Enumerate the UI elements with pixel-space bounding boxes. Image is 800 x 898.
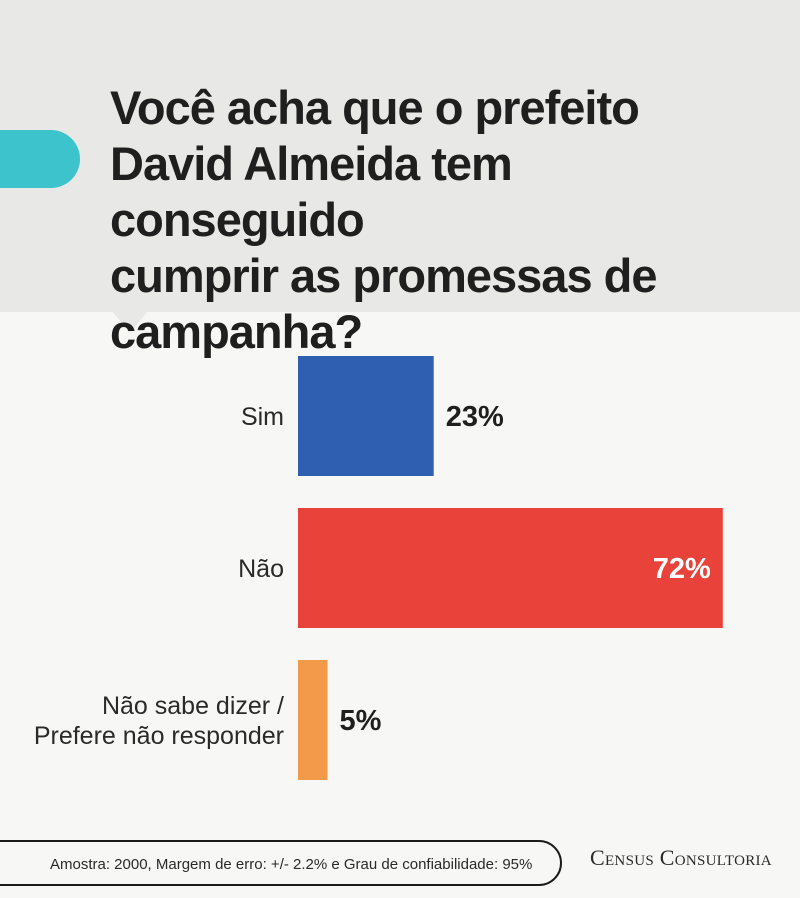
accent-tab — [0, 130, 80, 188]
bar-2 — [298, 660, 328, 780]
category-label: Sim — [241, 403, 284, 431]
category-label: Não sabe dizer / Prefere não responder — [34, 692, 284, 750]
bar-chart-svg: Sim 23% Não 72% Não sabe dizer / Prefere não … — [34, 356, 723, 780]
header-pointer — [112, 311, 148, 333]
question-header — [0, 0, 800, 312]
title-line: David Almeida tem conseguido — [110, 137, 513, 246]
bar-0 — [298, 356, 434, 476]
footer-pill — [0, 840, 562, 886]
brand-logo: Census Consultoria — [590, 845, 772, 870]
title-line: cumprir as promessas de — [110, 249, 657, 302]
bar-1 — [298, 508, 723, 628]
title-line: campanha? — [110, 305, 363, 358]
value-label: 23% — [446, 401, 504, 433]
category-label: Não — [238, 555, 284, 583]
value-label: 5% — [340, 705, 382, 737]
title-line: Você acha que o prefeito — [110, 81, 640, 134]
bar-chart: Sim 23% Não 72% Não sabe dizer / Prefere não … — [0, 340, 800, 810]
chart-title: Você acha que o prefeito David Almeida t… — [110, 80, 770, 360]
sample-note: Amostra: 2000, Margem de erro: +/- 2.2% … — [50, 856, 533, 873]
value-label: 72% — [653, 553, 711, 585]
